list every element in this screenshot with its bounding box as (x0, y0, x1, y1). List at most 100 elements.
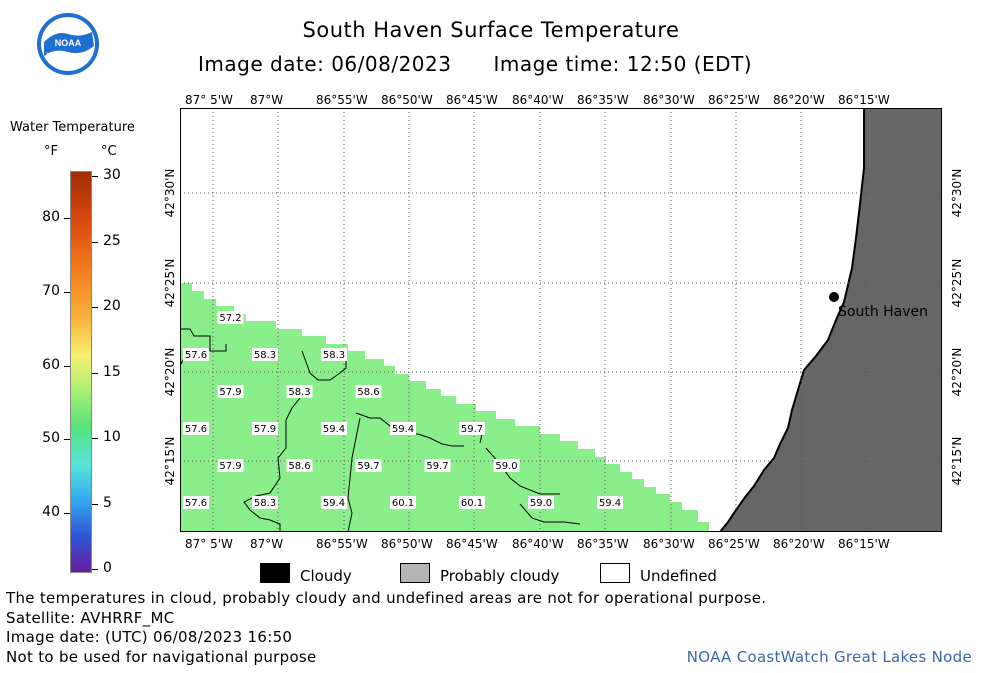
probably-cloudy-swatch (400, 563, 430, 583)
legend-f-tick-mark (64, 218, 70, 219)
disclaimer: The temperatures in cloud, probably clou… (6, 589, 767, 607)
svg-text:58.6: 58.6 (357, 387, 379, 398)
svg-text:59.4: 59.4 (392, 424, 414, 435)
lon-label-bottom: 87° 5'W (185, 537, 233, 551)
legend-c-tick-mark (92, 307, 98, 308)
lon-label-bottom: 86°45'W (446, 537, 498, 551)
city-marker (829, 292, 839, 302)
lon-label-bottom: 86°40'W (512, 537, 564, 551)
temperature-label: 57.9 (252, 422, 278, 435)
image-date: Image date: 06/08/2023 (198, 52, 452, 76)
svg-text:60.1: 60.1 (461, 498, 483, 509)
lat-label-right: 42°25'N (950, 258, 964, 308)
lon-label-top: 87° 5'W (185, 93, 233, 107)
temperature-label: 59.4 (321, 422, 347, 435)
land-area (718, 108, 942, 532)
lat-label-right: 42°30'N (950, 168, 964, 218)
lon-label-top: 86°45'W (446, 93, 498, 107)
image-date-time: Image date: 06/08/2023 Image time: 12:50 … (198, 52, 752, 76)
satellite-info: Satellite: AVHRRF_MC (6, 609, 175, 627)
lon-label-top: 86°15'W (838, 93, 890, 107)
temperature-label: 57.9 (217, 385, 244, 398)
lon-label-top: 86°35'W (577, 93, 629, 107)
isotherm-line (243, 397, 301, 532)
lon-label-bottom: 86°35'W (577, 537, 629, 551)
svg-text:59.7: 59.7 (426, 461, 448, 472)
credit-line: NOAA CoastWatch Great Lakes Node (686, 648, 972, 666)
svg-text:57.6: 57.6 (185, 498, 207, 509)
svg-text:57.6: 57.6 (185, 350, 207, 361)
isotherm-line (519, 503, 581, 525)
temperature-label: 59.4 (321, 496, 347, 509)
temperature-label: 59.7 (459, 422, 485, 435)
lat-label-right: 42°15'N (950, 436, 964, 486)
temperature-label: 59.0 (528, 496, 554, 509)
temperature-label: 58.3 (321, 348, 347, 361)
legend-c-tick-mark (92, 438, 98, 439)
legend-c-tick-mark (92, 569, 98, 570)
svg-text:59.4: 59.4 (599, 498, 621, 509)
lon-label-top: 87°W (250, 93, 284, 107)
undefined-swatch (600, 563, 630, 583)
temperature-label: 57.6 (183, 422, 209, 435)
noaa-logo: NOAA (37, 13, 99, 75)
cloudy-label: Cloudy (300, 567, 352, 585)
temperature-label: 57.9 (217, 459, 244, 472)
svg-text:57.6: 57.6 (185, 424, 207, 435)
svg-text:59.0: 59.0 (495, 461, 517, 472)
lat-label-right: 42°20'N (950, 347, 964, 397)
legend-title: Water Temperature (10, 120, 135, 135)
isotherm-line (301, 350, 347, 381)
lon-label-bottom: 86°55'W (316, 537, 368, 551)
temperature-label: 58.3 (252, 496, 278, 509)
lon-label-bottom: 86°15'W (838, 537, 890, 551)
svg-text:59.0: 59.0 (530, 498, 552, 509)
temperature-label: 59.0 (493, 459, 520, 472)
temperature-label: 59.4 (390, 422, 416, 435)
svg-text:58.3: 58.3 (288, 387, 310, 398)
probably-cloudy-label: Probably cloudy (440, 567, 560, 585)
isotherm-line (347, 417, 361, 532)
svg-text:58.3: 58.3 (254, 498, 276, 509)
legend-f-tick: 40 (42, 504, 60, 520)
legend-c-tick: 15 (103, 363, 121, 380)
temperature-label: 58.6 (355, 385, 382, 398)
lon-label-top: 86°30'W (643, 93, 695, 107)
legend-f-tick: 70 (42, 283, 60, 299)
lon-label-bottom: 86°50'W (381, 537, 433, 551)
legend-c-tick: 10 (103, 429, 121, 445)
temperature-label: 60.1 (459, 496, 485, 509)
svg-text:58.6: 58.6 (288, 461, 310, 472)
legend-f-tick-mark (64, 366, 70, 367)
svg-text:58.3: 58.3 (323, 350, 345, 361)
fahrenheit-unit: °F (44, 144, 58, 159)
temperature-label: 57.2 (217, 311, 244, 324)
svg-text:58.3: 58.3 (254, 350, 276, 361)
svg-text:59.7: 59.7 (461, 424, 483, 435)
page-title: South Haven Surface Temperature (302, 18, 680, 42)
legend-c-tick-mark (92, 241, 98, 243)
svg-text:59.4: 59.4 (323, 424, 345, 435)
svg-text:57.9: 57.9 (254, 424, 276, 435)
legend-c-tick: 30 (103, 167, 121, 183)
lon-label-top: 86°50'W (381, 93, 433, 107)
legend-c-tick: 20 (103, 298, 121, 314)
temperature-label: 57.6 (183, 496, 209, 509)
lon-label-bottom: 86°20'W (773, 537, 825, 551)
lon-label-bottom: 86°25'W (708, 537, 760, 551)
isotherm-line (180, 328, 227, 352)
svg-text:60.1: 60.1 (392, 498, 414, 509)
legend-c-tick: 25 (103, 232, 121, 249)
lat-label-left: 42°20'N (163, 347, 177, 397)
image-time: Image time: 12:50 (EDT) (493, 52, 753, 76)
legend-f-tick: 60 (42, 357, 60, 373)
lon-label-top: 86°55'W (316, 93, 368, 107)
svg-text:57.9: 57.9 (219, 461, 241, 472)
svg-text:59.7: 59.7 (357, 461, 379, 472)
temperature-label: 58.3 (252, 348, 278, 361)
lon-label-top: 86°40'W (512, 93, 564, 107)
water-area (180, 283, 709, 532)
navigation-warning: Not to be used for navigational purpose (6, 648, 317, 666)
legend-f-tick-mark (64, 439, 70, 440)
legend-c-tick: 5 (103, 494, 112, 511)
